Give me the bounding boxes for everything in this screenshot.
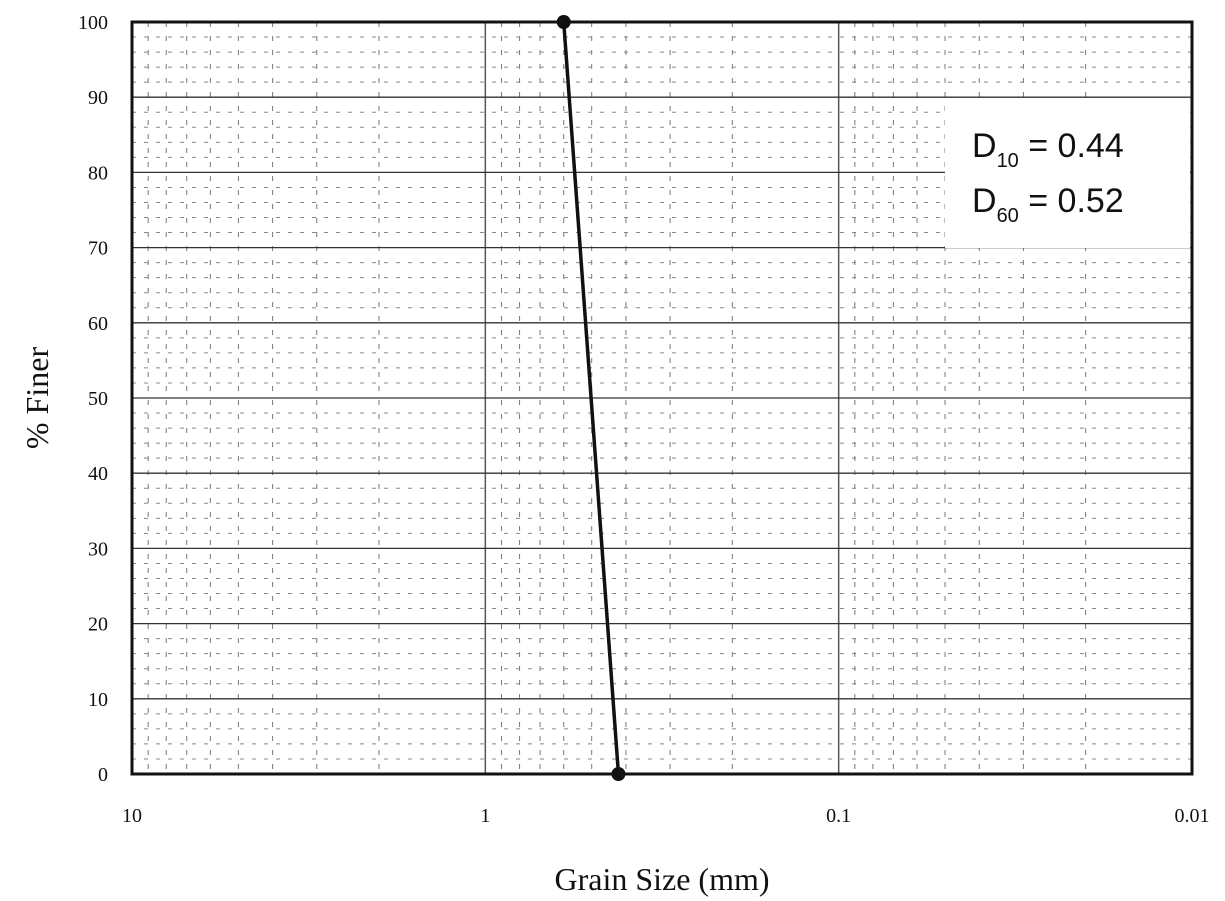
y-tick-labels: 0 10 20 30 40 50 60 70 80 90 100	[78, 12, 108, 786]
annotation-d60-subscript: 60	[997, 205, 1019, 227]
y-axis-title: % Finer	[19, 347, 55, 450]
annotation-box	[945, 100, 1190, 248]
grid-layer	[132, 22, 1192, 774]
x-axis-title: Grain Size (mm)	[554, 861, 769, 897]
y-tick-label: 40	[88, 463, 108, 485]
x-tick-label: 0.01	[1175, 805, 1210, 827]
annotation-d60-symbol: D	[972, 182, 997, 220]
y-tick-label: 70	[88, 238, 108, 260]
x-tick-label: 10	[122, 805, 142, 827]
y-tick-label: 20	[88, 614, 108, 636]
x-tick-label: 0.1	[826, 805, 851, 827]
y-tick-label: 90	[88, 87, 108, 109]
annotation-d10-subscript: 10	[997, 150, 1019, 172]
y-tick-label: 100	[78, 12, 108, 34]
x-tick-labels: 10 1 0.1 0.01	[122, 805, 1210, 827]
series-line	[561, 21, 621, 775]
annotation-d10: D10 = 0.44	[972, 127, 1124, 172]
y-tick-label: 10	[88, 689, 108, 711]
annotation-d60: D60 = 0.52	[972, 182, 1124, 227]
annotation-d10-value: = 0.44	[1019, 127, 1124, 165]
y-tick-label: 0	[98, 764, 108, 786]
annotation-d10-symbol: D	[972, 127, 997, 165]
annotation-d60-value: = 0.52	[1019, 182, 1124, 220]
y-tick-label: 80	[88, 162, 108, 184]
plot-frame	[130, 20, 1194, 776]
y-tick-label: 50	[88, 388, 108, 410]
x-tick-label: 1	[480, 805, 490, 827]
y-tick-label: 30	[88, 538, 108, 560]
y-tick-label: 60	[88, 313, 108, 335]
